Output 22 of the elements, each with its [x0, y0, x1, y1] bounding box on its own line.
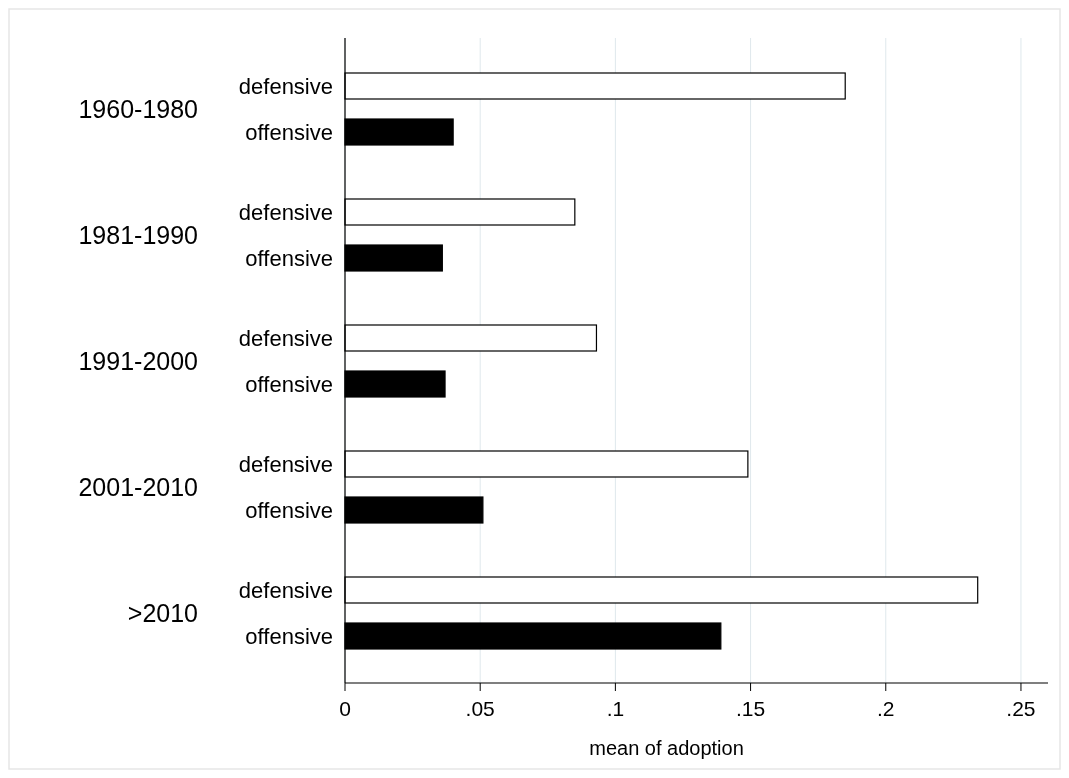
text: offensive	[245, 497, 333, 523]
y-tick-label: 1960-1980	[78, 95, 198, 123]
text: defensive	[238, 199, 333, 225]
x-axis-title: mean of adoption	[589, 737, 744, 759]
text: offensive	[245, 245, 333, 271]
y-tick-label: >2010	[127, 599, 198, 627]
text: defensive	[238, 325, 333, 351]
text: offensive	[245, 623, 333, 649]
text: defensive	[238, 451, 333, 477]
y-tick-label: 1981-1990	[78, 221, 198, 249]
x-tick-label: .1	[606, 696, 625, 720]
y-tick-label: 1991-2000	[78, 347, 198, 375]
text: offensive	[245, 371, 333, 397]
x-tick-label: 0	[339, 696, 351, 720]
x-tick-label: .2	[877, 696, 895, 720]
series-label: defensive	[238, 73, 333, 99]
series-label: offensive	[245, 119, 333, 145]
x-tick-label: .25	[1006, 696, 1036, 720]
text: defensive	[238, 577, 333, 603]
x-tick-label: .15	[735, 696, 766, 720]
y-tick-label: 2001-2010	[78, 473, 198, 501]
x-tick-label: .05	[465, 696, 495, 720]
